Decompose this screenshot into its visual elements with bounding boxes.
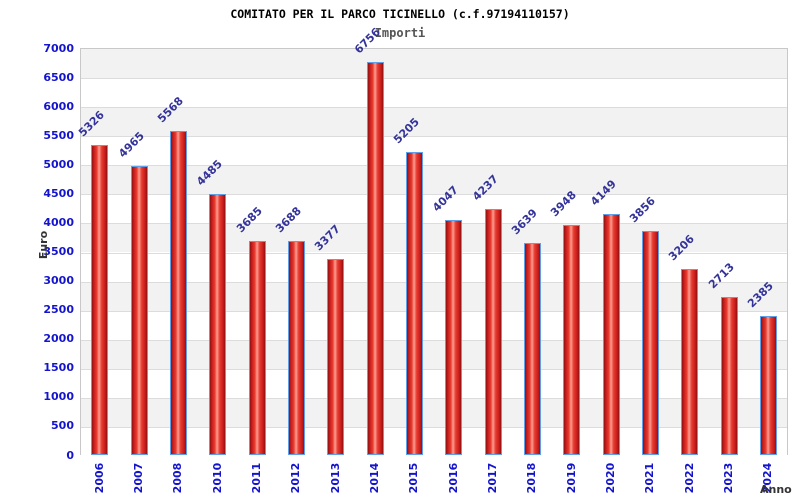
plot-band <box>81 310 787 340</box>
gridline <box>81 107 787 108</box>
plot-band <box>81 165 787 195</box>
y-tick-label: 4500 <box>43 187 74 200</box>
y-tick-label: 0 <box>66 449 74 462</box>
gridline <box>81 427 787 428</box>
bar-2007 <box>131 166 148 455</box>
gridline <box>81 340 787 341</box>
plot-band <box>81 426 787 456</box>
gridline <box>81 136 787 137</box>
chart-title: COMITATO PER IL PARCO TICINELLO (c.f.971… <box>230 7 570 21</box>
y-tick-label: 5000 <box>43 158 74 171</box>
y-tick-label: 2500 <box>43 303 74 316</box>
plot-band <box>81 368 787 398</box>
plot-band <box>81 252 787 282</box>
gridline <box>81 369 787 370</box>
plot-band <box>81 78 787 108</box>
y-tick-label: 500 <box>51 419 74 432</box>
bar-2023 <box>721 297 738 455</box>
gridline <box>81 398 787 399</box>
gridline <box>81 78 787 79</box>
x-tick-label: 2016 <box>447 462 460 494</box>
x-tick-label: 2007 <box>132 462 145 494</box>
x-tick-label: 2015 <box>407 462 420 494</box>
bar-2021 <box>642 231 659 455</box>
bar-2012 <box>288 241 305 455</box>
gridline <box>81 253 787 254</box>
chart-subtitle: Importi <box>374 26 426 40</box>
bar-2020 <box>603 214 620 455</box>
plot-band <box>81 49 787 79</box>
bar-2018 <box>524 243 541 455</box>
bar-2019 <box>563 225 580 455</box>
y-tick-label: 1500 <box>43 361 74 374</box>
bar-2017 <box>485 209 502 455</box>
x-tick-label: 2006 <box>93 462 106 494</box>
x-tick-label: 2008 <box>171 462 184 494</box>
gridline <box>81 282 787 283</box>
gridline <box>81 165 787 166</box>
plot-band <box>81 339 787 369</box>
x-tick-label: 2010 <box>211 462 224 494</box>
x-tick-label: 2020 <box>604 462 617 494</box>
x-tick-label: 2019 <box>565 462 578 494</box>
bar-2008 <box>170 131 187 455</box>
plot-band <box>81 194 787 224</box>
x-tick-label: 2021 <box>643 462 656 494</box>
gridline <box>81 223 787 224</box>
plot-area <box>80 48 788 456</box>
gridline <box>81 194 787 195</box>
plot-band <box>81 107 787 137</box>
x-tick-label: 2014 <box>368 462 381 494</box>
bar-2014 <box>367 62 384 455</box>
x-axis-title: Anno <box>760 483 792 496</box>
plot-band <box>81 397 787 427</box>
plot-band <box>81 136 787 166</box>
plot-band <box>81 223 787 253</box>
y-tick-label: 6500 <box>43 71 74 84</box>
y-tick-label: 6000 <box>43 100 74 113</box>
x-tick-label: 2017 <box>486 462 499 494</box>
bar-2010 <box>209 194 226 455</box>
x-tick-label: 2012 <box>289 462 302 494</box>
y-tick-label: 7000 <box>43 42 74 55</box>
bar-2013 <box>327 259 344 455</box>
y-tick-label: 3000 <box>43 274 74 287</box>
x-tick-label: 2013 <box>329 462 342 494</box>
bar-2024 <box>760 316 777 455</box>
bar-2016 <box>445 220 462 455</box>
plot-band <box>81 281 787 311</box>
bar-2006 <box>91 145 108 455</box>
bar-2011 <box>249 241 266 455</box>
x-tick-label: 2011 <box>250 462 263 494</box>
bar-2022 <box>681 269 698 455</box>
x-tick-label: 2018 <box>525 462 538 494</box>
y-tick-label: 3500 <box>43 245 74 258</box>
x-tick-label: 2022 <box>683 462 696 494</box>
y-tick-label: 2000 <box>43 332 74 345</box>
y-tick-label: 1000 <box>43 390 74 403</box>
y-axis-title: Euro <box>37 230 50 260</box>
gridline <box>81 311 787 312</box>
y-tick-label: 4000 <box>43 216 74 229</box>
y-tick-label: 5500 <box>43 129 74 142</box>
bar-2015 <box>406 152 423 455</box>
x-tick-label: 2023 <box>722 462 735 494</box>
